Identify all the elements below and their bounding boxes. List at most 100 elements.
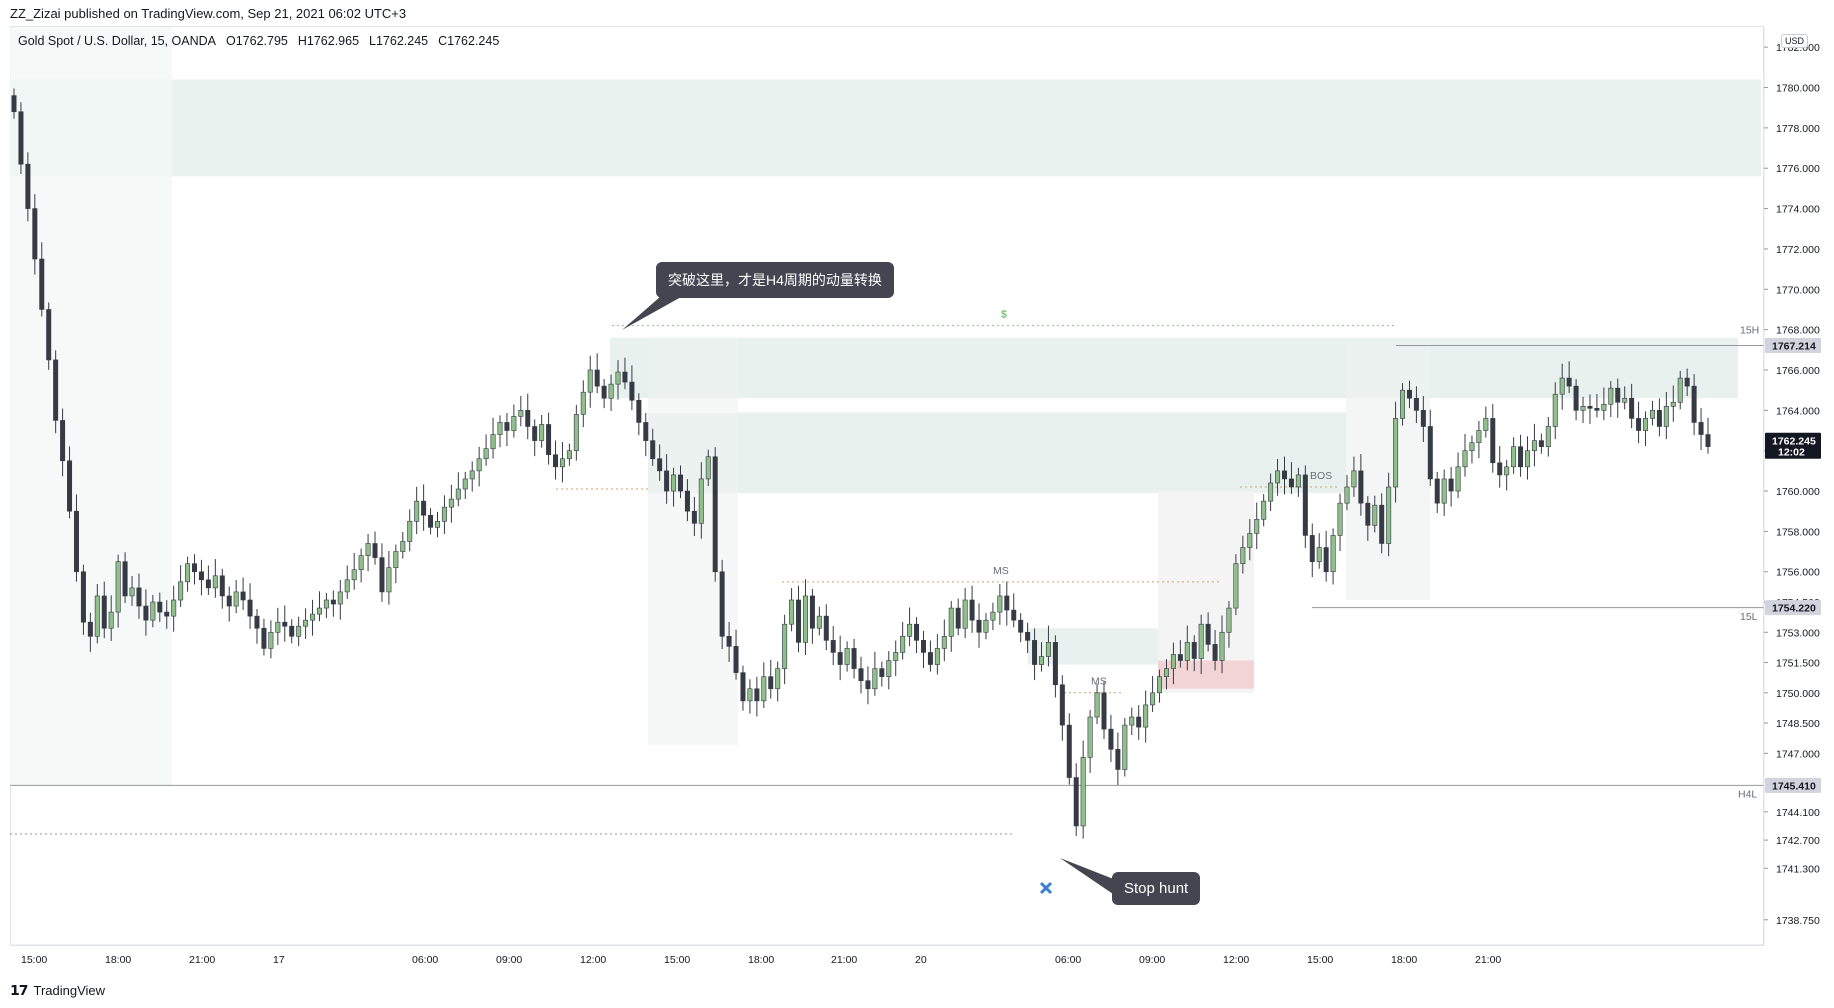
candle-up [893, 652, 899, 661]
candle-up [1198, 623, 1204, 659]
candle-down [18, 111, 24, 165]
candle-up [1080, 757, 1086, 827]
candle-up [1122, 724, 1128, 770]
candle-down [136, 587, 142, 607]
time-tick-label: 12:00 [580, 954, 606, 966]
candle-up [1601, 403, 1607, 411]
time-tick-label: 09:00 [496, 954, 522, 966]
candle-down [920, 640, 926, 653]
candle-down [261, 627, 267, 649]
time-tick-label: 21:00 [831, 954, 857, 966]
candle-up [948, 607, 954, 637]
candle-up [490, 434, 496, 449]
candle-down [726, 636, 732, 647]
candle-up [1545, 426, 1551, 447]
candle-up [1504, 466, 1510, 476]
price-tick-label: 1738.750 [1776, 915, 1820, 927]
candle-up [1483, 418, 1489, 431]
candle-down [546, 424, 552, 456]
candle-up [1580, 406, 1586, 411]
candle-up [1184, 642, 1190, 661]
candle-down [1004, 595, 1010, 611]
candle-up [1531, 440, 1537, 451]
candle-down [740, 672, 746, 702]
candle-up [1643, 418, 1649, 431]
price-tag-value: 1754.220 [1772, 603, 1816, 615]
candle-down [32, 208, 38, 260]
candle-down [650, 440, 656, 460]
candle-up [115, 561, 121, 613]
candle-up [337, 591, 343, 605]
candle-down [858, 668, 864, 681]
candle-up [802, 595, 808, 643]
candle-down [60, 420, 66, 462]
candle-up [997, 595, 1003, 613]
candle-down [809, 595, 815, 629]
candle-down [914, 623, 920, 641]
candle-up [539, 424, 545, 441]
candle-up [483, 448, 489, 460]
candle-down [1636, 418, 1642, 431]
candle-down [1684, 377, 1690, 387]
candle-up [934, 648, 940, 665]
candle-down [1691, 385, 1697, 423]
legend-open: O1762.795 [226, 34, 288, 48]
price-tick-label: 1780.000 [1776, 83, 1820, 95]
candle-up [1372, 504, 1378, 526]
candle-down [1615, 387, 1621, 403]
candle-up [1337, 502, 1343, 536]
candle-up [407, 521, 413, 542]
candle-up [990, 611, 996, 621]
level-15h-label: 15H [1740, 325, 1759, 337]
candle-up [1511, 446, 1517, 468]
candle-up [323, 599, 329, 609]
candle-up [1275, 470, 1281, 484]
candle-up [1400, 389, 1406, 419]
candle-down [664, 470, 670, 492]
candle-down [677, 474, 683, 492]
candle-up [566, 450, 572, 460]
candle-down [830, 640, 836, 653]
price-tick-label: 1778.000 [1776, 123, 1820, 135]
time-tick-label: 15:00 [21, 954, 47, 966]
candle-down [1066, 724, 1072, 778]
bos-label: BOS [1310, 470, 1332, 482]
candle-up [1094, 692, 1100, 718]
currency-badge[interactable]: USD [1781, 34, 1809, 48]
candle-up [789, 599, 795, 625]
candle-up [1441, 478, 1447, 504]
candle-down [205, 579, 211, 589]
candle-down [1379, 504, 1385, 544]
candle-down [1205, 623, 1211, 645]
candle-up [775, 668, 781, 690]
candle-up [303, 619, 309, 627]
candle-down [1302, 474, 1308, 536]
candle-down [1434, 478, 1440, 504]
candle-down [553, 454, 559, 468]
candle-down [330, 599, 336, 605]
price-tick-label: 1741.300 [1776, 863, 1820, 875]
time-axis: 15:00 18:00 21:00 17 06:00 09:00 12:00 15:00 18:… [10, 944, 1764, 966]
candle-up [1226, 607, 1232, 633]
price-tick-label: 1753.000 [1776, 627, 1820, 639]
price-tag-bg [1765, 600, 1821, 616]
candle-up [1649, 410, 1655, 419]
candle-up [1129, 716, 1135, 726]
candle-down [157, 601, 163, 613]
annotation-labels: $ MS MS BOS 15H 15L H4L [622, 290, 1759, 896]
candle-up [1087, 716, 1093, 758]
price-tag-bg [1765, 337, 1821, 353]
candle-up [212, 575, 218, 589]
candle-down [879, 668, 885, 677]
candle-up [455, 488, 461, 500]
candle-up [1469, 442, 1475, 451]
candle-up [900, 636, 906, 653]
level-h4l-label: H4L [1738, 789, 1757, 801]
candle-down [1594, 408, 1600, 411]
time-tick-label: 18:00 [748, 954, 774, 966]
candle-up [705, 456, 711, 480]
candle-up [1622, 397, 1628, 403]
candle-up [94, 595, 100, 637]
zone-2 [610, 337, 1738, 399]
